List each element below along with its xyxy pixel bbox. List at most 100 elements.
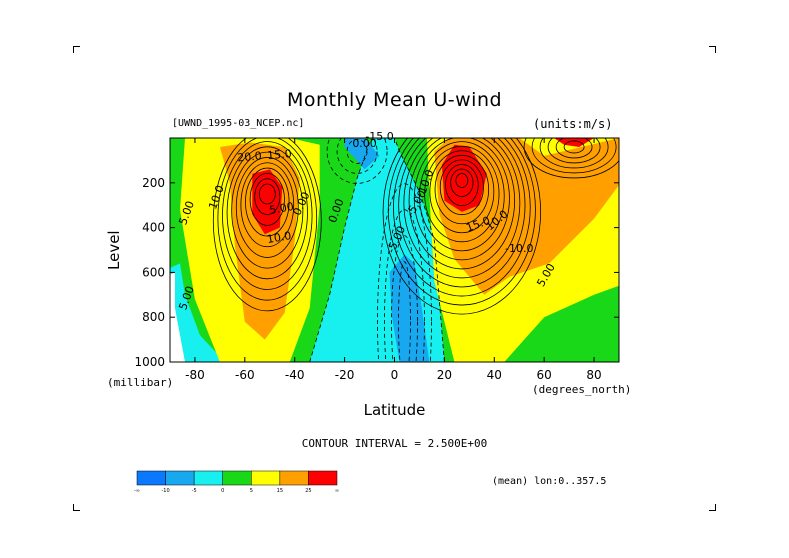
x-axis-label: Latitude xyxy=(363,401,426,419)
frame-corner-top-right xyxy=(709,46,716,53)
contour-band-3 xyxy=(344,138,380,170)
equatorial-easterly-contour-2 xyxy=(326,138,388,184)
northern-jet-contour-13 xyxy=(387,138,536,306)
colorbar-swatch-5 xyxy=(279,470,309,486)
x-axis-units: (degrees_north) xyxy=(532,383,632,396)
x-tick-label-3: -20 xyxy=(335,368,355,382)
southern-jet-contour-1 xyxy=(254,178,281,216)
y-tick-label-0: 200 xyxy=(142,176,165,190)
northern-jet-contour-1 xyxy=(450,168,474,198)
contour-label-14: -10.0 xyxy=(505,242,533,255)
northern-jet-contour-6 xyxy=(424,145,500,243)
y-tick-label-4: 1000 xyxy=(134,355,165,369)
colorbar-swatch-4 xyxy=(251,470,281,486)
northern-jet-contour-11 xyxy=(398,138,526,288)
colorbar: -∞ -10 -5 0 5 15 25 ∞ xyxy=(134,470,339,494)
contour-label-4: 5.00 xyxy=(268,200,294,217)
northern-jet-contour-7 xyxy=(419,141,505,252)
x-tick-label-6: 40 xyxy=(487,368,502,382)
zero-line-north xyxy=(394,138,445,362)
colorbar-swatch-3 xyxy=(222,470,252,486)
colorbar-tick-2: -5 xyxy=(192,488,197,494)
southern-jet-contour-3 xyxy=(245,167,290,237)
contour-label-3: 15.0 xyxy=(267,147,293,162)
easterly-contour-1 xyxy=(391,235,418,362)
contour-interval: CONTOUR INTERVAL = 2.500E+00 xyxy=(301,437,488,450)
y-tick-label-3: 800 xyxy=(142,310,165,324)
x-tick-label-1: -60 xyxy=(235,368,255,382)
northern-jet-contour-4 xyxy=(434,154,490,225)
x-tick-label-2: -40 xyxy=(285,368,305,382)
contour-label-2: 20.0 xyxy=(237,149,263,164)
polar-jet-contour-1 xyxy=(555,138,593,159)
southern-jet-contour-6 xyxy=(231,151,304,269)
northern-jet-contour-8 xyxy=(413,138,510,261)
dataset-label: [UWND_1995-03_NCEP.nc] xyxy=(172,118,305,129)
colorbar-tick-1: -10 xyxy=(161,488,169,494)
colorbar-tick-7: ∞ xyxy=(335,488,339,494)
y-tick-label-2: 600 xyxy=(142,265,165,279)
mean-annotation: (mean) lon:0..357.5 xyxy=(492,476,607,487)
x-tick-label-7: 60 xyxy=(537,368,552,382)
polar-jet-contour-3 xyxy=(539,138,609,169)
frame-corner-bottom-right xyxy=(709,504,716,511)
y-axis-units: (millibar) xyxy=(107,376,174,389)
colorbar-swatch-1 xyxy=(165,470,195,486)
northern-jet-contour-14 xyxy=(382,138,542,315)
colorbar-tick-3: 0 xyxy=(221,488,224,494)
chart-title: Monthly Mean U-wind xyxy=(286,89,503,111)
colorbar-swatch-6 xyxy=(308,470,338,486)
contour-lines xyxy=(212,138,619,362)
contour-band-1 xyxy=(170,263,225,362)
polar-jet-contour-2 xyxy=(547,138,601,164)
southern-jet-contour-8 xyxy=(222,141,313,290)
northern-jet-contour-3 xyxy=(439,159,484,216)
colorbar-swatch-2 xyxy=(193,470,223,486)
contour-label-17: -15.0 xyxy=(365,130,393,143)
axes: -80 -60 -40 -20 0 20 40 60 80 200 400 600 800 1000 xyxy=(134,138,619,382)
equatorial-easterly-contour-0 xyxy=(346,139,368,164)
northern-jet-contour-5 xyxy=(429,150,495,234)
contour-band-8 xyxy=(252,169,283,235)
x-tick-label-0: -80 xyxy=(185,368,205,382)
southern-jet-contour-10 xyxy=(212,138,322,312)
northern-jet-contour-10 xyxy=(403,138,521,279)
contour-label-6: 10.0 xyxy=(266,229,292,246)
northern-jet-contour-12 xyxy=(393,138,531,297)
colorbar-tick-6: 25 xyxy=(305,488,311,494)
equatorial-easterly-contour-1 xyxy=(336,138,378,174)
easterly-contour-2 xyxy=(384,209,425,362)
southern-jet-contour-9 xyxy=(217,138,318,301)
colorbar-tick-4: 5 xyxy=(250,488,253,494)
contour-band-12 xyxy=(554,138,595,147)
contour-band-11 xyxy=(441,144,487,212)
colorbar-swatch-0 xyxy=(136,470,166,486)
terrain-patch xyxy=(170,272,185,362)
easterly-contour-3 xyxy=(377,183,432,362)
frame-corner-top-left xyxy=(73,46,80,53)
y-tick-label-1: 400 xyxy=(142,221,165,235)
colorbar-tick-0: -∞ xyxy=(134,488,140,494)
y-axis-label: Level xyxy=(105,230,123,270)
northern-jet-contour-2 xyxy=(445,164,479,207)
polar-jet-contour-4 xyxy=(531,138,617,174)
southern-jet-contour-4 xyxy=(240,162,295,248)
southern-jet-contour-7 xyxy=(226,146,308,280)
polar-jet-contour-0 xyxy=(563,140,585,154)
x-tick-label-5: 20 xyxy=(437,368,452,382)
polar-jet-contour-5 xyxy=(523,138,619,179)
northern-jet-contour-9 xyxy=(408,138,516,270)
contour-label-16: 0.00 xyxy=(352,137,377,150)
units-label: (units:m/s) xyxy=(533,117,613,131)
x-tick-label-4: 0 xyxy=(391,368,399,382)
x-tick-label-8: 80 xyxy=(586,368,601,382)
southern-jet-contour-2 xyxy=(249,172,285,226)
southern-jet-contour-5 xyxy=(235,157,299,258)
contour-band-5 xyxy=(404,294,420,353)
frame-corner-bottom-left xyxy=(73,504,80,511)
northern-jet-contour-0 xyxy=(455,173,469,188)
southern-jet-contour-0 xyxy=(258,183,276,205)
easterly-contour-0 xyxy=(398,261,411,362)
colorbar-tick-5: 15 xyxy=(277,488,283,494)
